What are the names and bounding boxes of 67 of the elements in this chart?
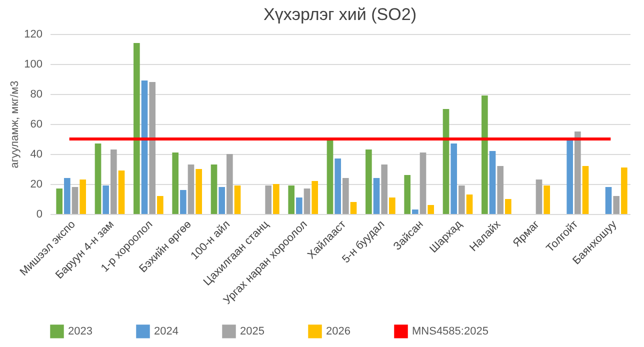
y-tick-label: 100	[24, 58, 42, 70]
y-tick-label: 60	[30, 118, 42, 130]
bar	[334, 158, 342, 214]
bar	[288, 186, 295, 214]
bar	[188, 164, 194, 214]
bar	[56, 188, 63, 214]
bar	[118, 170, 125, 214]
bar	[196, 169, 202, 214]
y-tick-label: 0	[36, 208, 42, 220]
bar	[226, 154, 233, 214]
bar	[420, 152, 426, 214]
bar	[157, 196, 164, 214]
bar	[482, 96, 488, 214]
legend-label: 2023	[68, 325, 92, 338]
bar	[621, 168, 628, 214]
bar	[110, 150, 117, 214]
bar	[458, 186, 465, 214]
legend-label: MNS4585:2025	[412, 325, 488, 338]
bar	[574, 132, 581, 214]
bar	[466, 194, 473, 214]
bar	[102, 186, 110, 214]
bar	[373, 178, 380, 214]
bar	[497, 166, 504, 214]
bar	[149, 82, 156, 214]
bar	[265, 186, 272, 214]
bar	[342, 178, 349, 214]
y-axis-title: агууламж, мкг/м3	[9, 80, 22, 168]
y-tick-label: 20	[30, 178, 42, 190]
bar	[566, 140, 574, 214]
legend-label: 2026	[326, 325, 350, 338]
bar	[404, 175, 411, 214]
bar	[80, 180, 86, 214]
bar	[350, 202, 357, 214]
y-tick-label: 120	[24, 28, 42, 40]
bar	[605, 187, 612, 214]
bar	[381, 164, 388, 214]
bar	[613, 196, 620, 214]
bar	[428, 205, 434, 214]
bar	[172, 152, 179, 214]
legend-label: 2025	[240, 325, 264, 338]
bar	[141, 80, 148, 214]
bar	[450, 144, 458, 214]
legend-label: 2024	[154, 325, 178, 338]
bar	[366, 150, 372, 214]
bar	[489, 151, 496, 214]
bar	[296, 198, 302, 214]
bar	[442, 109, 450, 214]
bar	[134, 43, 140, 214]
bar	[218, 187, 226, 214]
bar	[536, 180, 542, 214]
bar	[94, 144, 102, 214]
bar	[505, 199, 512, 214]
bar	[312, 181, 318, 214]
bar	[412, 210, 418, 214]
bar	[582, 166, 589, 214]
bar	[544, 186, 550, 214]
y-tick-label: 80	[30, 88, 42, 100]
bar	[72, 187, 78, 214]
y-tick-label: 40	[30, 148, 42, 160]
bar	[180, 190, 186, 214]
bar	[389, 198, 396, 214]
bar	[273, 184, 280, 214]
bar	[234, 186, 241, 214]
bar	[304, 188, 310, 214]
bar	[64, 178, 70, 214]
chart-title: Хүхэрлэг хий (SO2)	[264, 5, 416, 24]
bar	[210, 164, 218, 214]
